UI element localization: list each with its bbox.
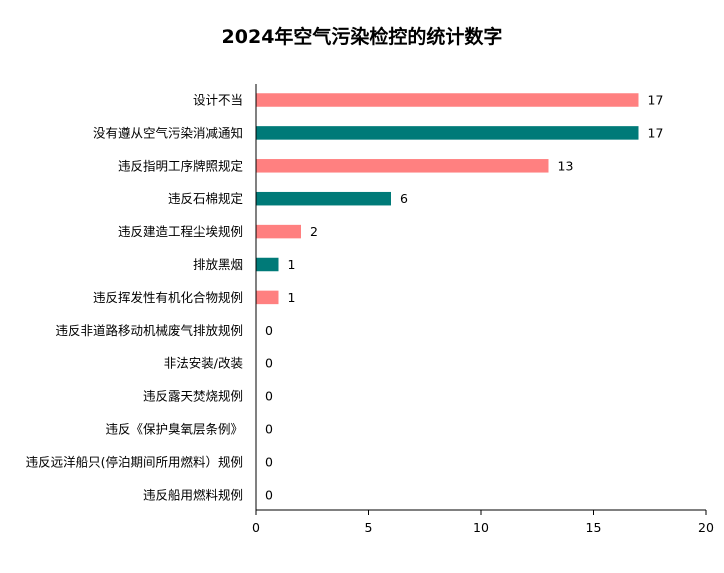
- data-label: 1: [288, 257, 296, 272]
- bar: [256, 257, 279, 272]
- category-label: 没有遵从空气污染消减通知: [93, 125, 243, 140]
- chart-title: 2024年空气污染检控的统计数字: [221, 26, 503, 48]
- bar: [256, 224, 301, 239]
- x-tick-label: 15: [586, 520, 602, 535]
- category-label: 违反建造工程尘埃规例: [118, 224, 243, 239]
- category-label: 违反露天焚烧规例: [143, 389, 243, 404]
- category-labels: 设计不当没有遵从空气污染消减通知违反指明工序牌照规定违反石棉规定违反建造工程尘埃…: [26, 93, 243, 503]
- x-tick-label: 5: [365, 520, 373, 535]
- axes: [255, 84, 706, 511]
- x-tick-label: 0: [252, 520, 260, 535]
- category-label: 违反指明工序牌照规定: [118, 158, 243, 173]
- category-label: 违反远洋船只(停泊期间所用燃料）规例: [26, 454, 243, 469]
- bars-group: [256, 93, 639, 305]
- x-tick-label: 10: [473, 520, 489, 535]
- data-label: 0: [265, 422, 273, 437]
- data-labels: 17 17 13 6 2 1 1 0 0 0 0 0 0: [265, 93, 663, 503]
- category-label: 违反《保护臭氧层条例》: [105, 422, 243, 437]
- data-label: 0: [265, 323, 273, 338]
- data-label: 0: [265, 487, 273, 502]
- category-label: 违反非道路移动机械废气排放规例: [55, 323, 243, 338]
- data-label: 13: [558, 158, 574, 173]
- data-label: 17: [648, 93, 664, 108]
- x-tick-label: 20: [698, 520, 714, 535]
- category-label: 违反船用燃料规例: [143, 487, 243, 502]
- data-label: 6: [400, 191, 408, 206]
- data-label: 0: [265, 356, 273, 371]
- data-label: 17: [648, 125, 664, 140]
- bar: [256, 290, 279, 305]
- category-label: 违反石棉规定: [168, 191, 243, 206]
- data-label: 0: [265, 389, 273, 404]
- data-label: 1: [288, 290, 296, 305]
- bar: [256, 126, 639, 140]
- category-label: 非法安装/改装: [164, 356, 243, 371]
- category-label: 违反挥发性有机化合物规例: [93, 290, 243, 305]
- category-label: 排放黑烟: [193, 257, 243, 272]
- bar: [256, 191, 391, 206]
- x-axis-ticks: 0 5 10 15 20: [252, 510, 714, 535]
- bar: [256, 93, 639, 107]
- data-label: 2: [310, 224, 318, 239]
- bar: [256, 159, 549, 173]
- category-label: 设计不当: [193, 93, 243, 108]
- data-label: 0: [265, 454, 273, 469]
